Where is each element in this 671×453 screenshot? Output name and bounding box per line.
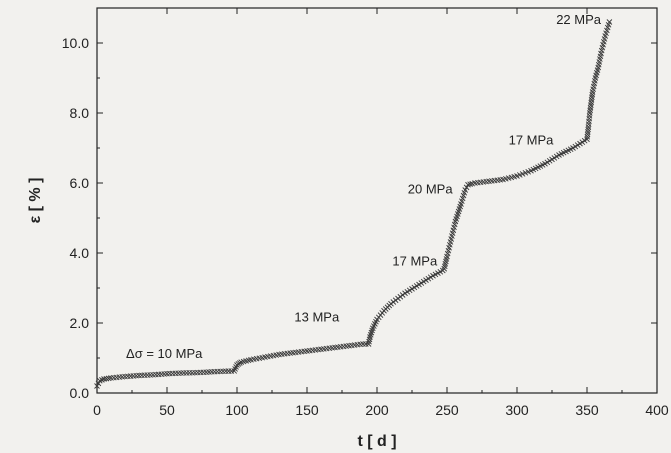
stress-annotation: Δσ = 10 MPa [126,346,203,361]
stress-annotation: 20 MPa [408,182,454,197]
y-tick-label: 6.0 [70,175,90,191]
stress-annotation: 17 MPa [392,253,438,268]
y-tick-label: 8.0 [70,105,90,121]
data-marker [105,375,112,382]
data-marker [467,181,473,188]
y-axis: 0.0 2.0 4.0 6.0 8.0 10.0 [62,7,657,401]
stress-annotations: Δσ = 10 MPa 13 MPa 17 MPa 20 MPa 17 MPa 22 MP… [126,12,602,361]
y-axis-label: ε [ % ] [27,178,44,224]
data-marker [94,383,100,389]
data-marker [362,341,369,347]
data-marker [103,375,110,382]
y-tick-label: 2.0 [70,315,90,331]
x-tick-label: 350 [575,402,599,418]
x-tick-label: 300 [505,402,529,418]
data-marker [462,187,469,193]
y-tick-label: 0.0 [70,385,90,401]
stress-annotation: 13 MPa [294,309,340,324]
data-marker [606,19,613,25]
data-marker [465,181,471,188]
y-tick-label: 10.0 [62,35,89,51]
x-tick-label: 250 [435,402,459,418]
x-axis-label: t [ d ] [357,433,396,450]
data-series [94,19,613,389]
x-tick-label: 0 [93,402,101,418]
x-tick-label: 200 [365,402,389,418]
x-axis: 0 50 100 150 200 250 300 350 400 [93,8,669,418]
x-tick-label: 50 [159,402,175,418]
data-marker [101,376,107,382]
x-tick-label: 150 [295,402,319,418]
stress-annotation: 17 MPa [509,133,555,148]
y-tick-label: 4.0 [70,245,90,261]
plot-area [96,7,658,394]
x-tick-label: 400 [645,402,669,418]
plot-frame [96,7,658,394]
data-marker [360,341,366,347]
x-tick-label: 100 [225,402,249,418]
stress-annotation: 22 MPa [556,12,602,27]
